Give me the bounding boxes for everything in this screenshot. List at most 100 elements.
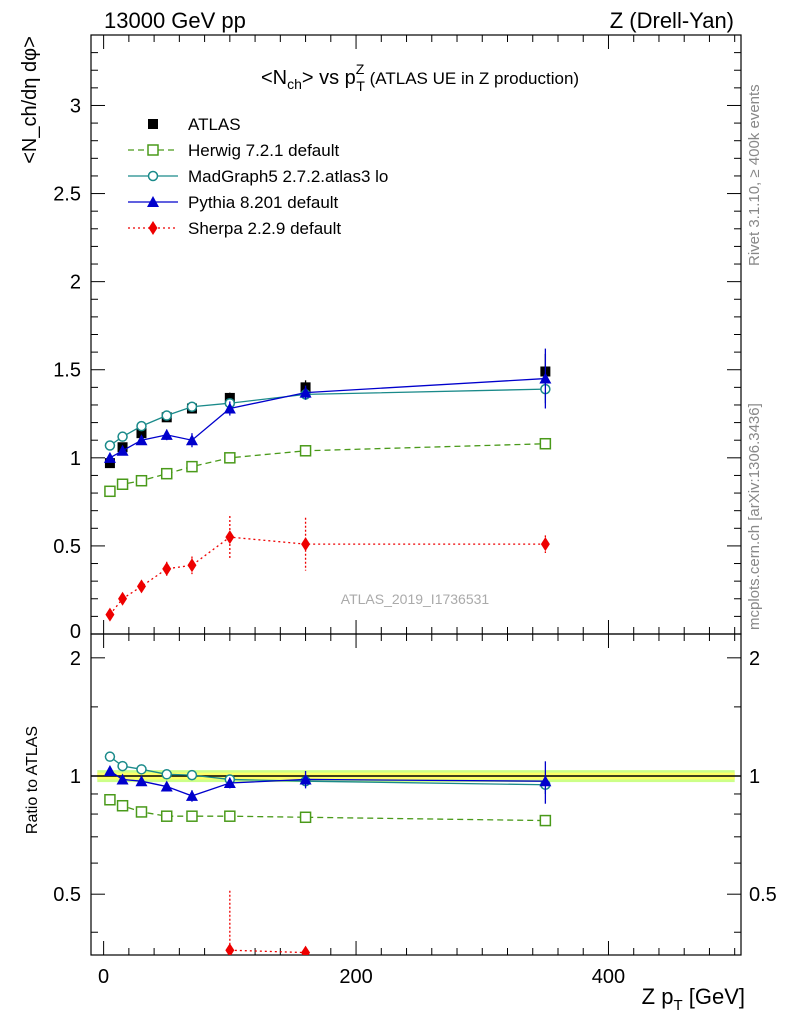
data-point: [104, 485, 116, 498]
top-series-line: [109, 536, 546, 616]
data-point: [104, 458, 115, 469]
data-point: [223, 402, 236, 414]
data-point: [136, 420, 147, 432]
y-tick-label-left: 0.5: [53, 884, 81, 906]
data-point: [539, 814, 552, 827]
data-point: [147, 170, 159, 182]
y-tick-label: 0.5: [53, 536, 81, 558]
data-point: [160, 810, 173, 822]
data-point: [299, 811, 312, 824]
data-point: [160, 780, 173, 792]
legend-label: MadGraph5 2.7.2.atlas3 lo: [188, 167, 388, 186]
data-point: [225, 530, 235, 545]
top-series-line: [109, 443, 546, 492]
data-point: [225, 943, 235, 955]
data-point: [186, 769, 198, 781]
data-point: [117, 431, 128, 442]
y-tick-label-left: 1: [70, 766, 81, 788]
y-tick-label: 0: [70, 621, 81, 643]
data-point: [136, 428, 147, 439]
data-point: [301, 537, 311, 552]
data-point: [223, 776, 236, 788]
y-axis-label-ratio: Ratio to ATLAS: [24, 726, 41, 834]
data-point: [103, 764, 116, 776]
data-point: [104, 440, 116, 451]
data-point: [161, 410, 172, 421]
data-point: [162, 561, 172, 576]
data-point: [539, 372, 552, 384]
data-point: [103, 451, 116, 463]
y-tick-label-right: 2: [749, 648, 760, 670]
y-tick-label-right: 1: [749, 766, 760, 788]
chart-title-part: > vs p: [302, 67, 356, 89]
data-point: [117, 760, 128, 772]
data-point: [148, 221, 158, 235]
x-axis-label: Z pT [GeV]: [642, 984, 745, 1014]
chart-title-part: ch: [287, 76, 302, 92]
chart-title-part: T: [356, 78, 365, 94]
data-point: [186, 460, 198, 473]
data-point: [224, 392, 235, 403]
x-axis-label-part: Z p: [642, 984, 674, 1009]
data-point: [135, 434, 148, 446]
data-point: [116, 478, 129, 490]
data-point: [135, 775, 148, 787]
chart-title-part: Z: [356, 61, 365, 77]
x-tick-label: 400: [592, 966, 625, 988]
y-tick-label: 2: [70, 272, 81, 294]
ratio-panel-frame: [90, 633, 742, 956]
data-point: [224, 810, 236, 822]
y-tick-label: 1: [70, 448, 81, 470]
data-point: [540, 537, 550, 552]
legend-label: Herwig 7.2.1 default: [188, 141, 339, 160]
data-point: [185, 789, 198, 801]
ratio-series-group: [103, 751, 552, 955]
data-point: [116, 444, 129, 456]
data-point: [224, 452, 236, 464]
data-point: [105, 607, 115, 622]
y-tick-label-left: 2: [70, 648, 81, 670]
y-tick-label: 3: [70, 95, 81, 117]
data-point: [299, 386, 312, 398]
header-right: Z (Drell-Yan): [609, 8, 734, 33]
x-axis-label-part: [GeV]: [683, 984, 745, 1009]
data-point: [539, 437, 552, 450]
data-point: [147, 196, 159, 207]
data-point: [147, 144, 159, 156]
ratio-series-line: [229, 949, 306, 954]
data-point: [116, 799, 129, 812]
x-tick-label: 0: [98, 966, 109, 988]
data-point: [136, 764, 147, 775]
data-point: [187, 558, 197, 573]
data-point: [299, 773, 312, 785]
analysis-watermark: ATLAS_2019_I1736531: [341, 591, 490, 607]
data-point: [148, 119, 158, 129]
data-point: [186, 810, 198, 822]
data-point: [136, 579, 146, 594]
legend-label: ATLAS: [188, 115, 241, 134]
data-point: [301, 945, 311, 955]
data-point: [160, 428, 173, 440]
data-point: [186, 401, 198, 412]
chart-title: <Nch> vs pZ T (ATLAS UE in Z production): [261, 61, 579, 94]
y-axis-label-top: <N_ch/dη dφ>: [19, 36, 41, 164]
data-point: [135, 474, 148, 487]
data-point: [135, 806, 148, 818]
data-point: [104, 794, 116, 806]
data-point: [539, 775, 552, 787]
y-tick-label: 2.5: [53, 184, 81, 206]
top-series-line: [109, 377, 546, 459]
chart-title-part: <N: [261, 67, 287, 89]
data-point: [160, 467, 173, 480]
x-tick-label: 200: [339, 966, 372, 988]
data-point: [161, 769, 172, 780]
ratio-series-line: [109, 799, 546, 822]
data-point: [185, 434, 198, 446]
data-point: [118, 591, 128, 606]
chart-title-part: (ATLAS UE in Z production): [365, 69, 579, 88]
top-series-group: [103, 348, 552, 622]
data-point: [116, 773, 129, 785]
header-left: 13000 GeV pp: [104, 8, 246, 33]
data-point: [299, 445, 312, 457]
